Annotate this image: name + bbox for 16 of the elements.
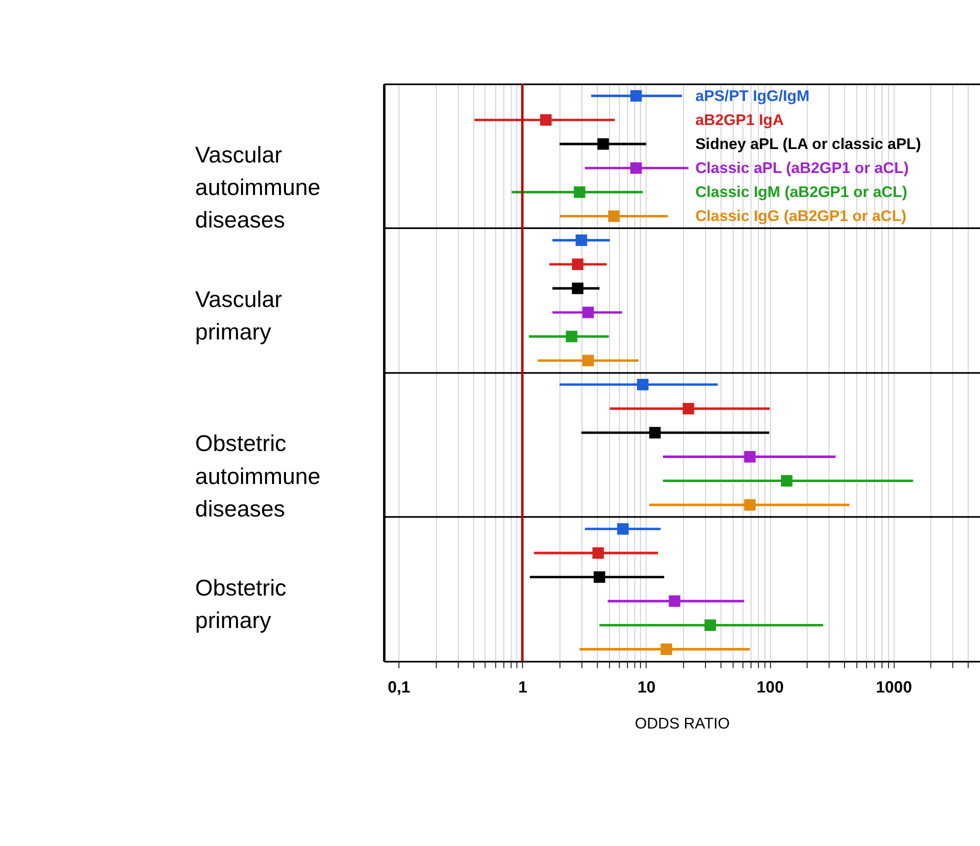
x-axis-title: ODDS RATIO (634, 715, 730, 732)
x-tick-label: 1 (518, 678, 528, 697)
text: Obstetric primary (195, 574, 286, 634)
text: Classic aPL (aB2GP1 or aCL) (695, 160, 909, 177)
text: Classic IgG (aB2GP1 or aCL) (695, 208, 906, 226)
x-tick-label: 10 (637, 678, 656, 697)
text: Classic IgM (aB2GP1 or aCL) (695, 184, 908, 201)
text: Vascular autoimmune diseases (195, 142, 320, 233)
x-tick-label: 100 (756, 678, 784, 697)
x-tick-label: 1000 (876, 678, 912, 697)
text: Obstetric autoimmune diseases (195, 430, 320, 522)
text: aPS/PT IgG/IgM (695, 88, 810, 105)
text: Vascular primary (195, 286, 282, 344)
x-tick-label: 0,1 (388, 678, 410, 697)
text: Sidney aPL (LA or classic aPL) (695, 136, 921, 153)
text: aB2GP1 IgA (695, 112, 784, 129)
